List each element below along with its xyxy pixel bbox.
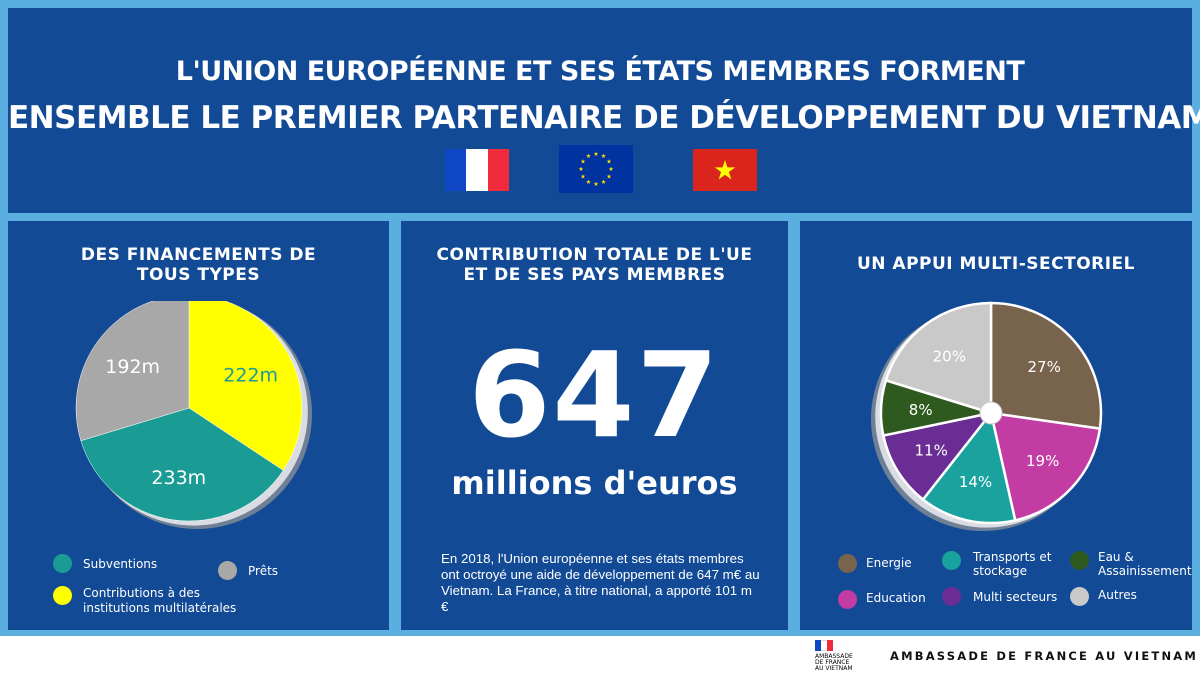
legend-label-eau-2: Assainissement <box>1098 564 1192 578</box>
legend-dot-energie <box>838 554 857 573</box>
pie-slice-2 <box>75 301 190 442</box>
financing-title: DES FINANCEMENTS DE TOUS TYPES <box>8 245 389 285</box>
pie-slice-0 <box>989 301 1103 431</box>
eu-star-icon <box>593 151 599 156</box>
pie-label-2: 14% <box>959 473 992 491</box>
financing-title-line-1: DES FINANCEMENTS DE <box>80 245 317 265</box>
pie-label-0: 222m <box>223 365 278 387</box>
total-title-line-2: ET DE SES PAYS MEMBRES <box>463 265 726 285</box>
eu-flag-icon <box>559 145 633 193</box>
pie-label-4: 8% <box>909 401 933 419</box>
logo-line-3: AU VIETNAM <box>815 665 853 672</box>
vietnam-flag-icon <box>693 149 757 191</box>
legend-dot-subventions <box>53 554 72 573</box>
sectors-pie-chart: 27% 19% 14% 11% 8% 20% <box>871 301 1103 531</box>
pie-slice-5 <box>884 301 993 415</box>
logo-line-1: AMBASSADE <box>815 653 853 660</box>
header-panel: L'UNION EUROPÉENNE ET SES ÉTATS MEMBRES … <box>8 8 1200 213</box>
legend-label-energie: Energie <box>866 556 912 570</box>
legend-dot-multi <box>942 587 961 606</box>
embassy-logo: AMBASSADE DE FRANCE AU VIETNAM <box>815 640 863 674</box>
eu-star-icon <box>586 153 591 158</box>
legend-dot-education <box>838 590 857 609</box>
pie-label-3: 11% <box>915 441 948 459</box>
legend-label-eau-1: Eau & <box>1098 550 1134 564</box>
pie-label-0: 27% <box>1028 358 1061 376</box>
eu-star-icon <box>580 159 586 164</box>
legend-dot-contributions <box>53 586 72 605</box>
eu-star-icon <box>601 153 606 158</box>
legend-dot-autres <box>1070 587 1089 606</box>
sectors-title: UN APPUI MULTI-SECTORIEL <box>856 254 1136 274</box>
sectors-panel: UN APPUI MULTI-SECTORIEL 27% 19% 14% 11% 8% 2… <box>800 221 1192 630</box>
financing-title-line-2: TOUS TYPES <box>136 265 261 285</box>
pie-slice-0 <box>188 301 303 471</box>
pie-slice-1 <box>989 411 1102 522</box>
total-description: En 2018, l'Union européenne et ses états… <box>441 551 760 614</box>
legend-label-subventions: Subventions <box>83 557 158 571</box>
pie-slice-3 <box>881 411 995 502</box>
eu-star-icon <box>608 166 614 171</box>
legend-label-transports-1: Transports et <box>973 550 1052 564</box>
pie-center-hole <box>979 401 1003 425</box>
pie-label-5: 20% <box>933 348 966 366</box>
pie-slice-1 <box>80 407 284 522</box>
france-flag-icon <box>445 149 509 191</box>
eu-star-icon <box>578 166 584 171</box>
legend-label-prets: Prêts <box>248 564 279 578</box>
headline-line-1: L'UNION EUROPÉENNE ET SES ÉTATS MEMBRES … <box>175 56 1025 87</box>
legend-label-education: Education <box>866 591 926 605</box>
legend-label-transports-2: stockage <box>973 564 1027 578</box>
eu-star-icon <box>586 179 591 184</box>
headline-line-2: ENSEMBLE LE PREMIER PARTENAIRE DE DÉVELO… <box>8 100 1200 136</box>
eu-star-icon <box>606 159 612 164</box>
footer: AMBASSADE DE FRANCE AU VIETNAM AMBASSADE… <box>0 636 1200 675</box>
eu-star-icon <box>593 181 599 186</box>
pie-slice-2 <box>921 410 1017 525</box>
legend-dot-transports <box>942 551 961 570</box>
pie-label-2: 192m <box>105 356 160 378</box>
total-panel: CONTRIBUTION TOTALE DE L'UE ET DE SES PA… <box>401 221 788 630</box>
eu-star-icon <box>580 174 586 179</box>
total-unit: millions d'euros <box>451 464 738 502</box>
total-title: CONTRIBUTION TOTALE DE L'UE ET DE SES PA… <box>401 245 788 285</box>
financing-panel: DES FINANCEMENTS DE TOUS TYPES 222m 233m 1… <box>8 221 389 630</box>
total-value: 647 <box>468 326 721 464</box>
financing-pie-chart: 222m 233m 192m <box>75 301 312 529</box>
footer-embassy-name: AMBASSADE DE FRANCE AU VIETNAM <box>890 649 1199 663</box>
legend-dot-prets <box>218 561 237 580</box>
legend-dot-eau <box>1070 551 1089 570</box>
total-title-line-1: CONTRIBUTION TOTALE DE L'UE <box>436 245 753 265</box>
pie-label-1: 19% <box>1026 452 1059 470</box>
eu-star-icon <box>601 179 606 184</box>
legend-label-autres: Autres <box>1098 588 1137 602</box>
legend-label-multi: Multi secteurs <box>973 590 1058 604</box>
eu-star-icon <box>606 174 612 179</box>
legend-label-contributions-2: institutions multilatérales <box>83 601 237 615</box>
legend-label-contributions-1: Contributions à des <box>83 586 200 600</box>
pie-label-1: 233m <box>151 467 206 489</box>
logo-flag-icon <box>815 640 833 651</box>
logo-line-2: DE FRANCE <box>815 659 850 666</box>
